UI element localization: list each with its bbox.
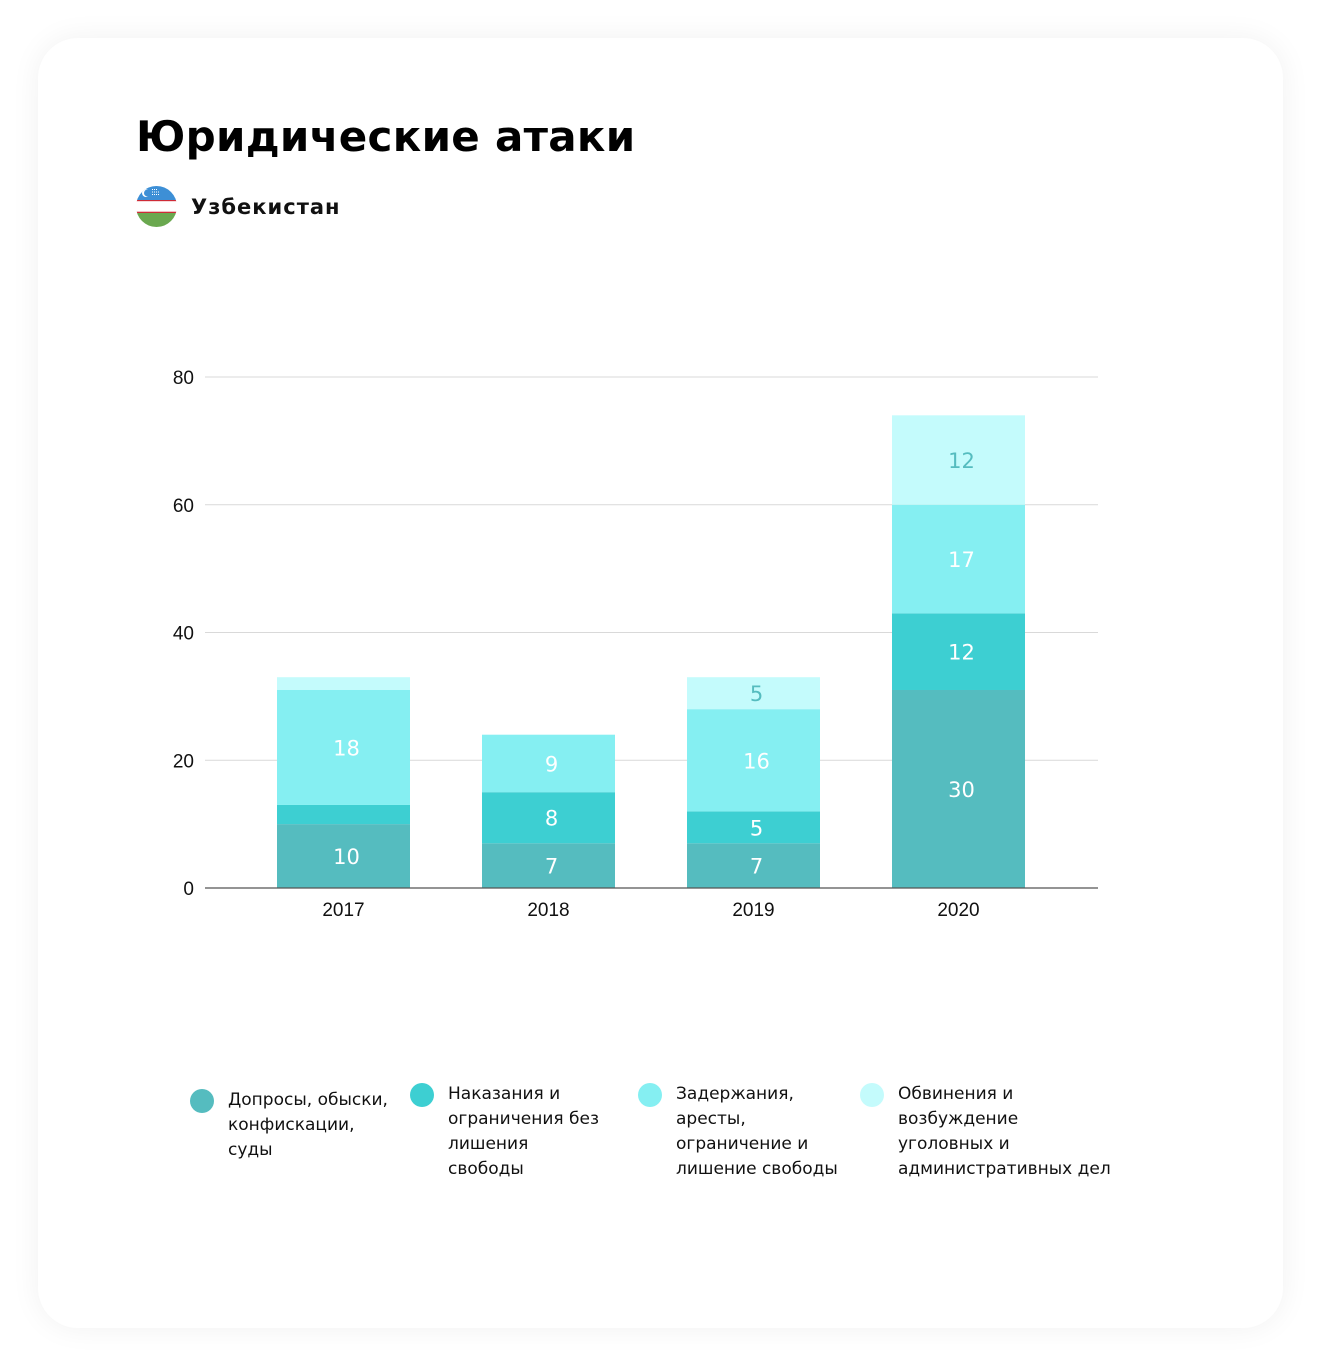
bar-segment — [482, 843, 615, 888]
legend-swatch-icon — [190, 1089, 214, 1113]
legend-label: Задержания, аресты, ограничение и лишени… — [676, 1084, 838, 1179]
x-tick-label: 2018 — [527, 900, 569, 921]
segment-value-label: 18 — [333, 736, 360, 760]
bar-segment — [277, 677, 410, 690]
x-tick-label: 2019 — [732, 900, 774, 921]
legend-label: Допросы, обыски, конфискации, суды — [228, 1090, 388, 1160]
bar-segment — [687, 709, 820, 812]
x-tick-label: 2020 — [937, 900, 979, 921]
bar-segment — [482, 792, 615, 844]
bar-segment — [687, 811, 820, 844]
page-title: Юридические атаки — [136, 112, 636, 161]
bar-segment — [482, 734, 615, 793]
legend-label: Наказания и ограничения без лишения своб… — [448, 1084, 599, 1179]
bar-segment — [687, 677, 820, 710]
bar-segment — [277, 689, 410, 805]
stacked-bar-chart: 10 18 7 8 9 7 5 16 5 30 12 17 12 0 20 40 60 80 2017 2018 20… — [173, 368, 1098, 921]
uzbekistan-flag-icon — [136, 186, 177, 227]
segment-value-label: 9 — [545, 752, 558, 776]
bar-segment — [687, 843, 820, 888]
segment-value-label: 12 — [948, 449, 975, 473]
bar-segment — [892, 613, 1025, 690]
bar-segment — [277, 804, 410, 825]
bar-segment — [892, 504, 1025, 614]
card — [38, 38, 1283, 1328]
segment-value-label: 30 — [948, 778, 975, 802]
legend-swatch-icon — [410, 1083, 434, 1107]
x-tick-label: 2017 — [322, 900, 364, 921]
legend-swatch-icon — [860, 1083, 884, 1107]
legend: Допросы, обыски, конфискации, суды Наказа… — [0, 1080, 1323, 1200]
segment-value-label: 7 — [545, 855, 558, 879]
axes: 0 20 40 60 80 2017 2018 2019 2020 — [173, 368, 1098, 921]
legend-item: Допросы, обыски, конфискации, суды — [190, 1088, 388, 1163]
segment-value-label: 16 — [743, 749, 770, 773]
country-row: Узбекистан — [136, 186, 341, 227]
segment-value-label: 12 — [948, 641, 975, 665]
y-tick-label: 60 — [173, 496, 194, 517]
y-tick-label: 0 — [183, 879, 194, 900]
legend-item: Наказания и ограничения без лишения своб… — [410, 1082, 599, 1182]
segment-value-label: 8 — [545, 807, 558, 831]
country-name: Узбекистан — [191, 194, 341, 219]
segment-value-label: 5 — [750, 682, 763, 706]
y-tick-label: 20 — [173, 751, 194, 772]
segment-labels: 10 18 7 8 9 7 5 16 5 30 12 17 12 — [333, 449, 975, 879]
y-tick-label: 80 — [173, 368, 194, 389]
legend-swatch-icon — [638, 1083, 662, 1107]
y-tick-label: 40 — [173, 624, 194, 645]
segment-value-label: 17 — [948, 548, 975, 572]
legend-item: Обвинения и возбуждение уголовных и адми… — [860, 1082, 1111, 1182]
bar-segment — [892, 689, 1025, 888]
legend-item: Задержания, аресты, ограничение и лишени… — [638, 1082, 838, 1182]
bar-segment — [892, 415, 1025, 505]
segment-value-label: 7 — [750, 855, 763, 879]
bar-segment — [277, 824, 410, 888]
legend-label: Обвинения и возбуждение уголовных и адми… — [898, 1084, 1111, 1179]
bars — [277, 415, 1025, 888]
segment-value-label: 5 — [750, 816, 763, 840]
segment-value-label: 10 — [333, 845, 360, 869]
